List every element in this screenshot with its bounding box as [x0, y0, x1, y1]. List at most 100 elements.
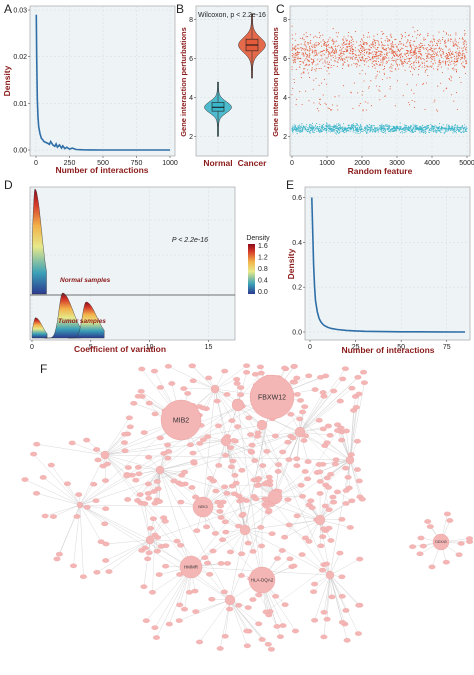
scatter-point-normal: [394, 126, 396, 128]
scatter-point-cancer: [321, 58, 323, 60]
network-node: [227, 549, 235, 555]
scatter-point-normal: [311, 122, 314, 124]
panel-d-legend-tick-label: 0.4: [258, 278, 268, 285]
network-node: [105, 569, 113, 574]
scatter-point-normal: [354, 125, 356, 127]
scatter-point-cancer: [380, 51, 382, 53]
scatter-point-cancer: [320, 54, 322, 56]
scatter-point-cancer: [317, 59, 319, 61]
scatter-point-cancer: [445, 32, 447, 34]
scatter-point-cancer: [392, 64, 394, 66]
scatter-point-cancer: [438, 64, 440, 66]
scatter-point-cancer: [405, 42, 408, 44]
scatter-point-cancer: [294, 54, 296, 56]
network-node: [156, 499, 164, 504]
scatter-point-normal: [310, 124, 312, 126]
network-node: [338, 574, 346, 580]
scatter-point-cancer: [399, 54, 401, 56]
scatter-point-cancer: [297, 58, 299, 60]
scatter-point-cancer: [300, 57, 302, 60]
scatter-point-cancer: [428, 53, 430, 55]
network-edge: [43, 477, 81, 506]
network-node: [307, 498, 315, 504]
scatter-point-normal: [333, 124, 335, 126]
scatter-point-cancer: [460, 54, 462, 56]
scatter-point-cancer: [378, 41, 380, 43]
scatter-point-normal: [430, 125, 433, 127]
scatter-point-cancer: [435, 109, 437, 111]
scatter-point-cancer: [390, 63, 392, 65]
network-node: [250, 477, 258, 483]
network-node: [237, 392, 245, 398]
scatter-point-cancer: [442, 53, 445, 55]
scatter-point-cancer: [316, 54, 318, 56]
scatter-point-cancer: [370, 52, 372, 55]
scatter-point-normal: [372, 125, 374, 127]
scatter-point-cancer: [323, 78, 325, 80]
network-node: [220, 589, 228, 595]
scatter-point-cancer: [383, 72, 385, 74]
scatter-point-normal: [359, 124, 361, 126]
scatter-point-cancer: [409, 52, 411, 54]
scatter-point-cancer: [294, 56, 296, 58]
network-node: [223, 491, 231, 496]
scatter-point-cancer: [291, 93, 293, 96]
panel-e-x-label: Number of interactions: [341, 345, 434, 355]
scatter-point-normal: [351, 124, 353, 126]
density-ridge-tumor-peak-3: [68, 301, 105, 339]
scatter-point-cancer: [446, 56, 448, 59]
scatter-point-cancer: [351, 53, 353, 55]
scatter-point-cancer: [364, 73, 367, 75]
scatter-point-cancer: [398, 64, 401, 66]
scatter-point-normal: [339, 126, 342, 128]
scatter-point-normal: [430, 123, 432, 125]
scatter-point-cancer: [305, 45, 307, 47]
scatter-point-cancer: [361, 39, 363, 41]
panel-b-y-tick-label: 8: [189, 17, 193, 24]
scatter-point-normal: [380, 126, 382, 129]
scatter-point-cancer: [452, 45, 454, 47]
scatter-point-cancer: [431, 41, 433, 43]
scatter-point-cancer: [315, 53, 317, 55]
scatter-point-cancer: [315, 50, 317, 52]
density-ridge-tumor-peak-1: [31, 317, 48, 339]
network-edge: [168, 366, 216, 390]
scatter-point-cancer: [408, 58, 410, 60]
network-node: [73, 514, 81, 519]
scatter-point-cancer: [455, 41, 457, 43]
scatter-point-cancer: [367, 60, 369, 62]
panel-d-x-tick-label: 5: [89, 344, 93, 351]
scatter-point-cancer: [401, 64, 403, 66]
scatter-point-cancer: [381, 57, 383, 59]
scatter-point-cancer: [451, 53, 453, 55]
network-node-secondary-hub: [314, 514, 326, 526]
scatter-point-cancer: [425, 48, 427, 51]
scatter-point-cancer: [430, 40, 432, 42]
scatter-point-cancer: [366, 61, 368, 63]
scatter-point-cancer: [335, 48, 337, 50]
network-edge: [225, 440, 331, 576]
scatter-point-cancer: [411, 51, 413, 53]
scatter-point-cancer: [320, 41, 322, 43]
scatter-point-cancer: [354, 47, 356, 49]
scatter-point-cancer: [374, 51, 376, 53]
network-node: [258, 543, 266, 549]
network-node: [355, 602, 363, 608]
scatter-point-cancer: [309, 47, 311, 49]
scatter-point-normal: [401, 130, 403, 132]
scatter-point-normal: [428, 129, 430, 131]
scatter-point-normal: [374, 130, 377, 132]
panel-a-x-tick-label: 0: [34, 160, 38, 167]
scatter-point-cancer: [342, 63, 344, 65]
scatter-point-normal: [414, 130, 417, 132]
network-edge: [96, 539, 151, 573]
scatter-point-cancer: [355, 50, 357, 52]
network-node: [135, 471, 143, 477]
scatter-point-cancer: [433, 68, 435, 70]
scatter-point-cancer: [298, 48, 300, 50]
scatter-point-normal: [368, 127, 370, 129]
network-node: [47, 462, 55, 468]
scatter-point-normal: [358, 127, 360, 129]
scatter-point-cancer: [399, 49, 401, 51]
scatter-point-cancer: [381, 42, 383, 44]
